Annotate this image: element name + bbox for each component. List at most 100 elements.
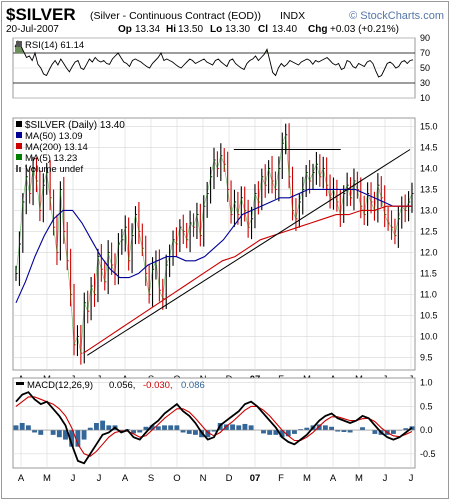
rsi-tick-label: 70 <box>420 48 430 58</box>
macd-histogram-bar <box>149 425 155 431</box>
macd-histogram-bar <box>292 430 297 434</box>
rsi-tick-label: 90 <box>420 33 430 43</box>
price-legend-label: Volume undef <box>25 164 83 175</box>
macd-histogram-bar <box>100 420 106 431</box>
price-tick-label: 11.0 <box>420 289 437 299</box>
macd-histogram-bar <box>211 430 217 432</box>
macd-histogram-bar <box>329 426 334 431</box>
macd-x-tick-label: M <box>355 473 363 484</box>
macd-histogram-bar <box>360 427 365 431</box>
macd-x-tick-label: F <box>278 473 284 484</box>
macd-x-tick-label: 07 <box>250 473 261 484</box>
macd-histogram-bar <box>81 430 87 440</box>
rsi-line <box>14 40 414 78</box>
macd-x-tick-label: M <box>303 473 311 484</box>
macd-x-tick-label: J <box>409 473 414 484</box>
stockcharts-brand: © StockCharts.com <box>349 10 444 22</box>
price-tick-label: 15.0 <box>420 121 438 131</box>
change-value: +0.03 (+0.21%) <box>330 24 399 35</box>
legend-swatch <box>16 121 22 127</box>
rsi-panel: 10 30 50 70 90 RSI(14) 61.14 <box>12 33 430 103</box>
rsi-legend-label: RSI(14) 61.14 <box>25 40 84 51</box>
macd-histogram-bar <box>304 427 310 431</box>
macd-x-tick-label: M <box>43 473 51 484</box>
macd-legend-label: -0.030, <box>143 380 173 391</box>
rsi-legend-swatch <box>16 41 22 47</box>
low-value: 13.30 <box>225 24 250 35</box>
macd-histogram-bar <box>193 430 198 435</box>
macd-histogram-bar <box>236 425 242 431</box>
price-tick-label: 10.5 <box>420 310 438 320</box>
ma5-line <box>15 134 413 354</box>
macd-legend-label: 0.056, <box>109 380 135 391</box>
legend-swatch <box>16 154 22 160</box>
price-legend-label: MA(50) 13.09 <box>25 131 83 142</box>
price-tick-label: 14.5 <box>420 142 438 152</box>
close-value: 13.40 <box>272 24 297 35</box>
price-legend-label: MA(5) 13.23 <box>25 153 77 164</box>
macd-x-tick-label: O <box>173 473 180 484</box>
macd-x-tick-label: S <box>148 473 154 484</box>
macd-histogram-bar <box>162 425 167 431</box>
macd-histogram-bar <box>242 423 248 431</box>
low-label: Lo <box>210 24 222 35</box>
open-label: Op <box>118 24 132 35</box>
open-value: 13.34 <box>135 24 160 35</box>
macd-histogram-bar <box>69 430 75 447</box>
price-tick-label: 11.5 <box>420 268 437 278</box>
macd-histogram-bar <box>174 425 180 431</box>
macd-histogram-bar <box>298 429 304 431</box>
macd-histogram-bar <box>180 430 186 433</box>
macd-tick-label: 1.0 <box>420 378 433 388</box>
macd-x-tick-label: D <box>226 473 233 484</box>
legend-swatch <box>19 167 21 172</box>
macd-histogram-bar <box>347 430 353 433</box>
macd-histogram-bar <box>285 430 291 437</box>
macd-histogram-bar <box>168 425 174 431</box>
legend-swatch <box>16 165 18 172</box>
high-label: Hi <box>166 24 176 35</box>
price-panel: 9.5 10.0 10.5 11.0 11.5 12.0 12.5 13.0 13.5 14.0 1… <box>12 117 438 385</box>
macd-x-tick-label: A <box>122 473 129 484</box>
macd-histogram-bar <box>186 430 192 434</box>
macd-histogram-bar <box>75 430 81 447</box>
legend-swatch <box>16 132 22 138</box>
rsi-tick-label: 50 <box>420 63 430 73</box>
macd-x-tick-label: N <box>200 473 207 484</box>
rsi-tick-label: 10 <box>420 93 430 103</box>
macd-histogram-bar <box>223 424 229 431</box>
macd-tick-label: 0.0 <box>420 425 433 435</box>
ma50-line <box>15 188 412 304</box>
macd-legend-label: MACD(12,26,9) <box>27 380 93 391</box>
macd-histogram-bar <box>143 426 149 431</box>
ma200-line <box>82 205 412 354</box>
macd-histogram-bar <box>19 423 25 431</box>
macd-x-tick-label: J <box>383 473 388 484</box>
macd-histogram-bar <box>322 425 328 431</box>
macd-histogram-bar <box>25 425 31 431</box>
macd-histogram-bar <box>106 425 112 431</box>
price-tick-label: 13.5 <box>420 184 438 194</box>
change-label: Chg <box>308 24 327 35</box>
price-tick-label: 10.0 <box>420 331 438 341</box>
macd-histogram-bar <box>273 430 279 435</box>
price-legend-label: $SILVER (Daily) 13.40 <box>25 120 125 131</box>
macd-plot-area <box>12 377 416 469</box>
price-tick-label: 9.5 <box>420 352 433 362</box>
macd-histogram-bar <box>56 430 62 438</box>
macd-histogram-bar <box>50 430 56 435</box>
exchange-label: INDX <box>280 10 305 22</box>
high-value: 13.50 <box>178 24 203 35</box>
price-tick-label: 13.0 <box>420 205 438 215</box>
macd-legend-label: 0.086 <box>181 380 205 391</box>
symbol-title: $SILVER <box>6 5 76 24</box>
macd-panel: -0.5 0.0 0.5 1.0 A M J J A S O N D 07 F M A M J J MACD(12,26… <box>12 377 436 484</box>
macd-histogram-bar <box>230 424 235 431</box>
macd-histogram-bar <box>87 427 93 431</box>
macd-histogram-bar <box>261 430 266 434</box>
trendline <box>87 149 411 356</box>
macd-histogram-bar <box>38 430 44 435</box>
symbol-description: (Silver - Continuous Contract (EOD)) <box>90 10 261 22</box>
close-label: Cl <box>258 24 268 35</box>
